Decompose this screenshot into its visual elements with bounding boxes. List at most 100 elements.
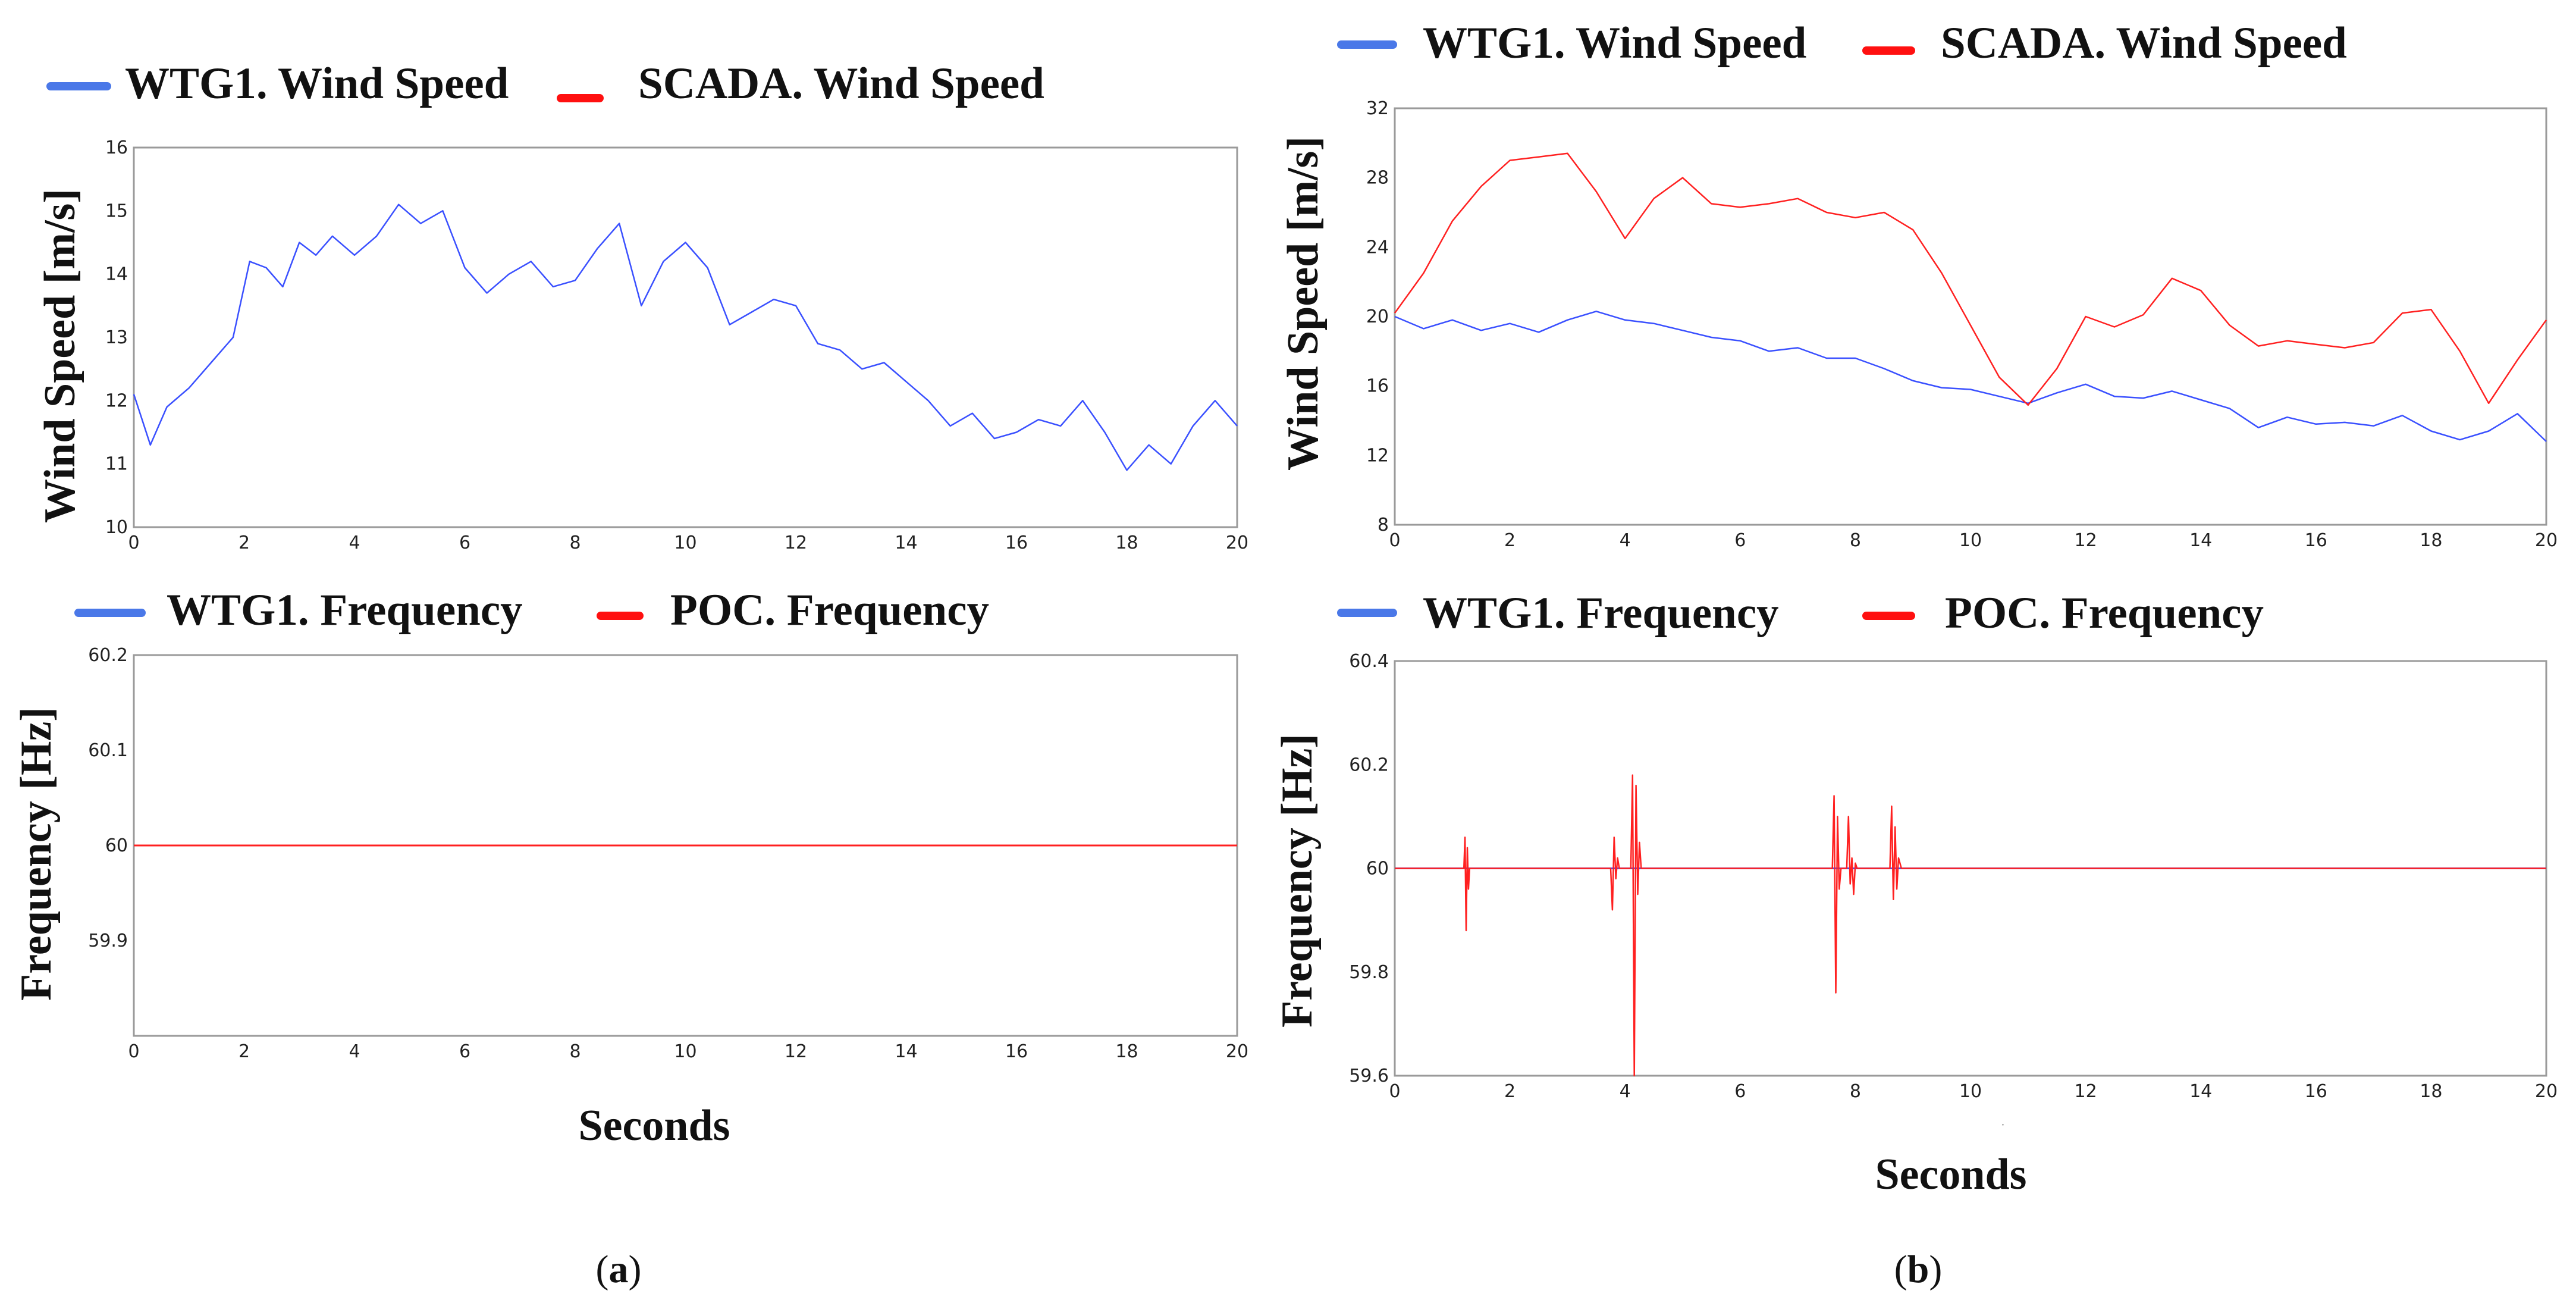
y-tick-labels: 59.9 60 60.1 60.2 [88, 645, 128, 951]
x-tick-label: 14 [2189, 1081, 2212, 1102]
x-tick-label: 4 [1620, 530, 1631, 551]
x-tick-label: 14 [2189, 530, 2212, 551]
x-tick-label: 0 [128, 1041, 139, 1062]
series-group [1395, 774, 2546, 1077]
x-tick-label: 8 [1850, 530, 1861, 551]
y-axis-label: Frequency [Hz] [12, 707, 61, 1001]
x-tick-labels: 0 2 4 6 8 10 12 14 16 18 20 [1389, 1081, 2558, 1102]
series-group [1394, 152, 2547, 442]
x-tick-label: 10 [1959, 530, 1982, 551]
plot-frame [1394, 107, 2547, 526]
x-tick-label: 10 [674, 1041, 696, 1062]
x-tick-label: 18 [2420, 1081, 2442, 1102]
legend-label-wtg: WTG1. Wind Speed [1423, 18, 1806, 68]
x-tick-label: 20 [1226, 533, 1248, 553]
y-tick-label: 59.9 [88, 931, 128, 951]
x-tick-label: 8 [569, 533, 581, 553]
x-axis-label: Seconds [579, 1101, 730, 1150]
x-tick-label: 10 [1959, 1081, 1982, 1102]
x-tick-labels: 0 2 4 6 8 10 12 14 16 18 20 [128, 1041, 1248, 1062]
y-tick-labels: 10 11 12 13 14 15 16 [105, 137, 128, 538]
x-tick-label: 0 [128, 533, 139, 553]
series-group [133, 203, 1238, 471]
y-axis-label: Frequency [Hz] [1273, 734, 1322, 1028]
x-tick-label: 18 [1115, 1041, 1138, 1062]
legend-label-scada: SCADA. Wind Speed [1941, 18, 2347, 68]
x-tick-label: 0 [1389, 530, 1400, 551]
series-line-wtg1-wind-speed [133, 203, 1238, 471]
y-tick-label: 20 [1366, 306, 1389, 327]
series-line-poc-frequency [1395, 774, 2546, 1077]
y-tick-label: 60.4 [1349, 651, 1389, 672]
panel-label-a: (a) [596, 1248, 642, 1291]
x-tick-label: 12 [2075, 1081, 2097, 1102]
legend-label-scada: SCADA. Wind Speed [638, 59, 1044, 108]
y-tick-label: 32 [1366, 98, 1389, 119]
x-tick-label: 18 [2420, 530, 2442, 551]
x-tick-label: 8 [1850, 1081, 1861, 1102]
legend-label-poc: POC. Frequency [670, 585, 989, 635]
plot-frame [133, 146, 1238, 528]
chart-a-frequency: WTG1. Frequency POC. Frequency Frequency… [12, 585, 1248, 1150]
x-tick-label: 14 [895, 533, 917, 553]
x-tick-label: 2 [239, 1041, 250, 1062]
y-tick-label: 60.2 [1349, 754, 1389, 775]
x-tick-label: 12 [785, 533, 807, 553]
x-tick-label: 6 [1734, 1081, 1746, 1102]
legend-label-wtg: WTG1. Frequency [1423, 588, 1779, 638]
x-tick-label: 10 [674, 533, 696, 553]
x-tick-label: 12 [2075, 530, 2097, 551]
y-tick-label: 8 [1378, 515, 1389, 535]
x-tick-label: 2 [1504, 530, 1516, 551]
y-tick-label: 13 [105, 327, 128, 348]
x-tick-label: 20 [1226, 1041, 1248, 1062]
y-tick-label: 14 [105, 264, 128, 285]
y-tick-label: 16 [105, 137, 128, 158]
x-tick-label: 16 [2305, 530, 2327, 551]
x-tick-label: 2 [239, 533, 250, 553]
x-tick-label: 8 [569, 1041, 581, 1062]
x-tick-label: 14 [895, 1041, 917, 1062]
legend-label-wtg: WTG1. Wind Speed [125, 59, 509, 108]
y-tick-label: 15 [105, 201, 128, 221]
y-tick-labels: 8 12 16 20 24 28 32 [1366, 98, 1389, 535]
y-tick-label: 28 [1366, 168, 1389, 189]
y-tick-label: 12 [105, 390, 128, 411]
legend-label-wtg: WTG1. Frequency [167, 585, 523, 635]
y-axis-label: Wind Speed [m/s] [1279, 136, 1328, 471]
x-tick-label: 4 [349, 533, 360, 553]
legend-label-poc: POC. Frequency [1945, 588, 2264, 638]
series-line-scada-wind-speed [1394, 152, 2547, 406]
x-tick-label: 16 [1005, 533, 1028, 553]
chart-b-frequency: WTG1. Frequency POC. Frequency Frequency… [1273, 588, 2558, 1199]
y-tick-label: 60.1 [88, 740, 128, 761]
x-tick-label: 6 [1734, 530, 1746, 551]
x-tick-labels: 0 2 4 6 8 10 12 14 16 18 20 [1389, 530, 2558, 551]
y-tick-label: 16 [1366, 376, 1389, 397]
x-tick-label: 6 [459, 533, 470, 553]
y-tick-labels: 59.6 59.8 60 60.2 60.4 [1349, 651, 1389, 1086]
y-tick-label: 11 [105, 454, 128, 475]
y-axis-label: Wind Speed [m/s] [36, 189, 84, 523]
x-tick-label: 20 [2535, 1081, 2558, 1102]
x-tick-label: 20 [2535, 530, 2558, 551]
x-tick-label: 2 [1504, 1081, 1516, 1102]
chart-b-wind: WTG1. Wind Speed SCADA. Wind Speed Wind … [1279, 18, 2558, 551]
chart-a-wind: WTG1. Wind Speed SCADA. Wind Speed Wind … [36, 59, 1248, 553]
y-tick-label: 12 [1366, 445, 1389, 466]
y-tick-label: 60 [1366, 859, 1389, 879]
x-axis-label: Seconds [1875, 1150, 2027, 1199]
x-tick-label: 16 [1005, 1041, 1028, 1062]
x-tick-label: 18 [1115, 533, 1138, 553]
y-tick-label: 10 [105, 517, 128, 538]
x-tick-label: 6 [459, 1041, 470, 1062]
stray-mark: · [2001, 1119, 2004, 1130]
y-tick-label: 59.8 [1349, 962, 1389, 983]
x-tick-label: 4 [349, 1041, 360, 1062]
x-tick-label: 4 [1620, 1081, 1631, 1102]
y-tick-label: 24 [1366, 237, 1389, 258]
x-tick-label: 0 [1389, 1081, 1400, 1102]
series-line-wtg1-wind-speed [1394, 311, 2547, 442]
panel-label-b: (b) [1894, 1248, 1943, 1291]
